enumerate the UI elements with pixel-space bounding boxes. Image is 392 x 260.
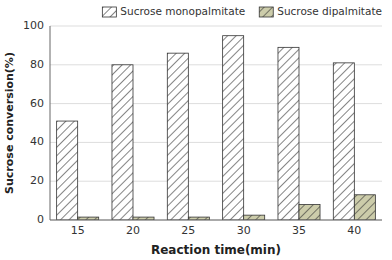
- y-tick-label: 100: [23, 19, 44, 32]
- bar: [299, 204, 320, 220]
- y-tick-label: 20: [30, 174, 44, 187]
- x-tick-label: 15: [71, 224, 85, 237]
- legend-label: Sucrose monopalmitate: [120, 5, 245, 17]
- legend-label: Sucrose dipalmitate: [277, 5, 382, 17]
- bar: [278, 47, 299, 220]
- bar: [223, 36, 244, 220]
- x-tick-label: 35: [292, 224, 306, 237]
- legend: Sucrose monopalmitate Sucrose dipalmitate: [102, 5, 382, 17]
- legend-item: Sucrose dipalmitate: [259, 5, 382, 17]
- x-axis-label: Reaction time(min): [151, 243, 281, 257]
- y-axis-label: Sucrose conversion(%): [3, 52, 16, 194]
- y-tick-label: 40: [30, 135, 44, 148]
- grid-line: [50, 64, 382, 65]
- y-axis-line: [50, 26, 51, 220]
- grid-line: [50, 142, 382, 143]
- x-tick-label: 25: [181, 224, 195, 237]
- bar: [354, 195, 375, 220]
- bars: [57, 36, 376, 220]
- y-tick-label: 60: [30, 97, 44, 110]
- plot-area: 0 20 40 60 80 100 15 20 25 30 35 40: [23, 19, 382, 237]
- y-tick-label: 0: [37, 213, 44, 226]
- bar: [167, 53, 188, 220]
- legend-item: Sucrose monopalmitate: [102, 5, 245, 17]
- grid-line: [50, 26, 382, 27]
- chart: 0 20 40 60 80 100 15 20 25 30 35 40 Reaction time(mi…: [0, 0, 392, 260]
- chart-container: 0 20 40 60 80 100 15 20 25 30 35 40 Reaction time(mi…: [0, 0, 392, 260]
- bar: [333, 63, 354, 220]
- legend-swatch: [102, 7, 116, 17]
- x-tick-label: 30: [237, 224, 251, 237]
- x-axis-line: [50, 220, 382, 221]
- x-tick-label: 40: [347, 224, 361, 237]
- grid-line: [50, 103, 382, 104]
- grid-line: [50, 181, 382, 182]
- bar: [244, 215, 265, 220]
- bar: [57, 121, 78, 220]
- x-tick-label: 20: [126, 224, 140, 237]
- bar: [112, 65, 133, 220]
- legend-swatch: [259, 7, 273, 17]
- y-tick-label: 80: [30, 58, 44, 71]
- grid-line: [50, 220, 382, 221]
